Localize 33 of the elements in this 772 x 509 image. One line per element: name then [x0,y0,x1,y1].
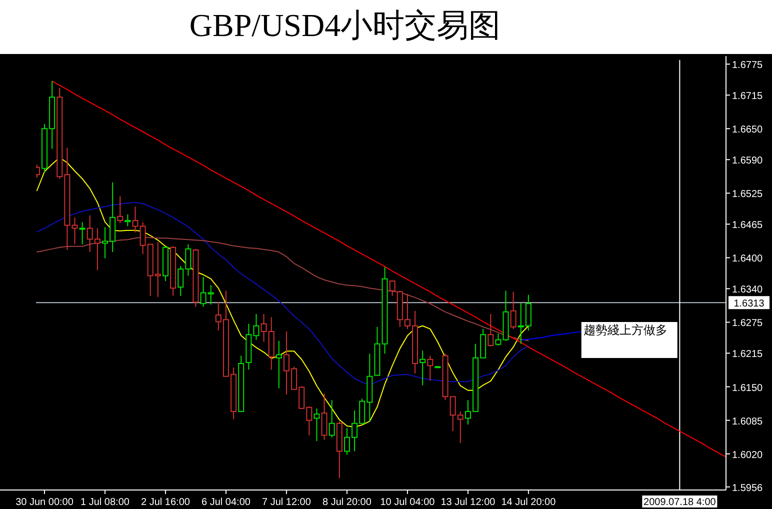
x-tick-label: 30 Jun 00:00 [16,497,74,508]
x-tick-label: 10 Jul 04:00 [380,497,436,508]
line-series [36,157,529,428]
y-tick-label: 1.6590 [732,156,764,167]
y-tick-label: 1.6340 [732,284,764,296]
line-series [36,202,529,386]
x-tick-label: 7 Jul 12:00 [262,497,312,508]
y-tick-label: 1.6020 [732,450,764,461]
y-tick-label: 1.6650 [732,124,764,136]
x-tick-label: 6 Jul 04:00 [202,497,251,508]
x-tick-label: 14 Jul 20:00 [501,497,556,508]
y-tick-label: 1.6215 [732,349,764,360]
y-tick-label: 1.6400 [732,254,764,265]
y-tick-label: 1.6525 [732,189,764,200]
chart-title: GBP/USD4小时交易图 [189,7,501,43]
x-tick-label: 1 Jul 08:00 [80,497,130,508]
ref-line-label: 1.6313 [734,298,765,310]
y-tick-label: 1.6150 [732,382,764,394]
candlestick [374,326,380,376]
annotation: 趨勢綫上方做多 [583,323,668,337]
y-tick-label: 1.6085 [732,416,764,428]
x-tick-label: 8 Jul 20:00 [322,497,372,508]
y-tick-label: 1.6465 [732,220,764,232]
x-tick-label: 13 Jul 12:00 [440,497,496,508]
x-tick-label: 2009.07.18 4:00 [644,497,716,508]
line-series [520,331,582,341]
line-series [36,236,529,342]
y-tick-label: 1.6775 [732,60,764,72]
y-tick-label: 1.6275 [732,318,764,330]
x-tick-label: 2 Jul 16:00 [141,497,190,508]
y-tick-label: 1.6715 [732,91,764,102]
y-tick-label: 1.5956 [732,482,764,494]
line-series [52,80,726,457]
